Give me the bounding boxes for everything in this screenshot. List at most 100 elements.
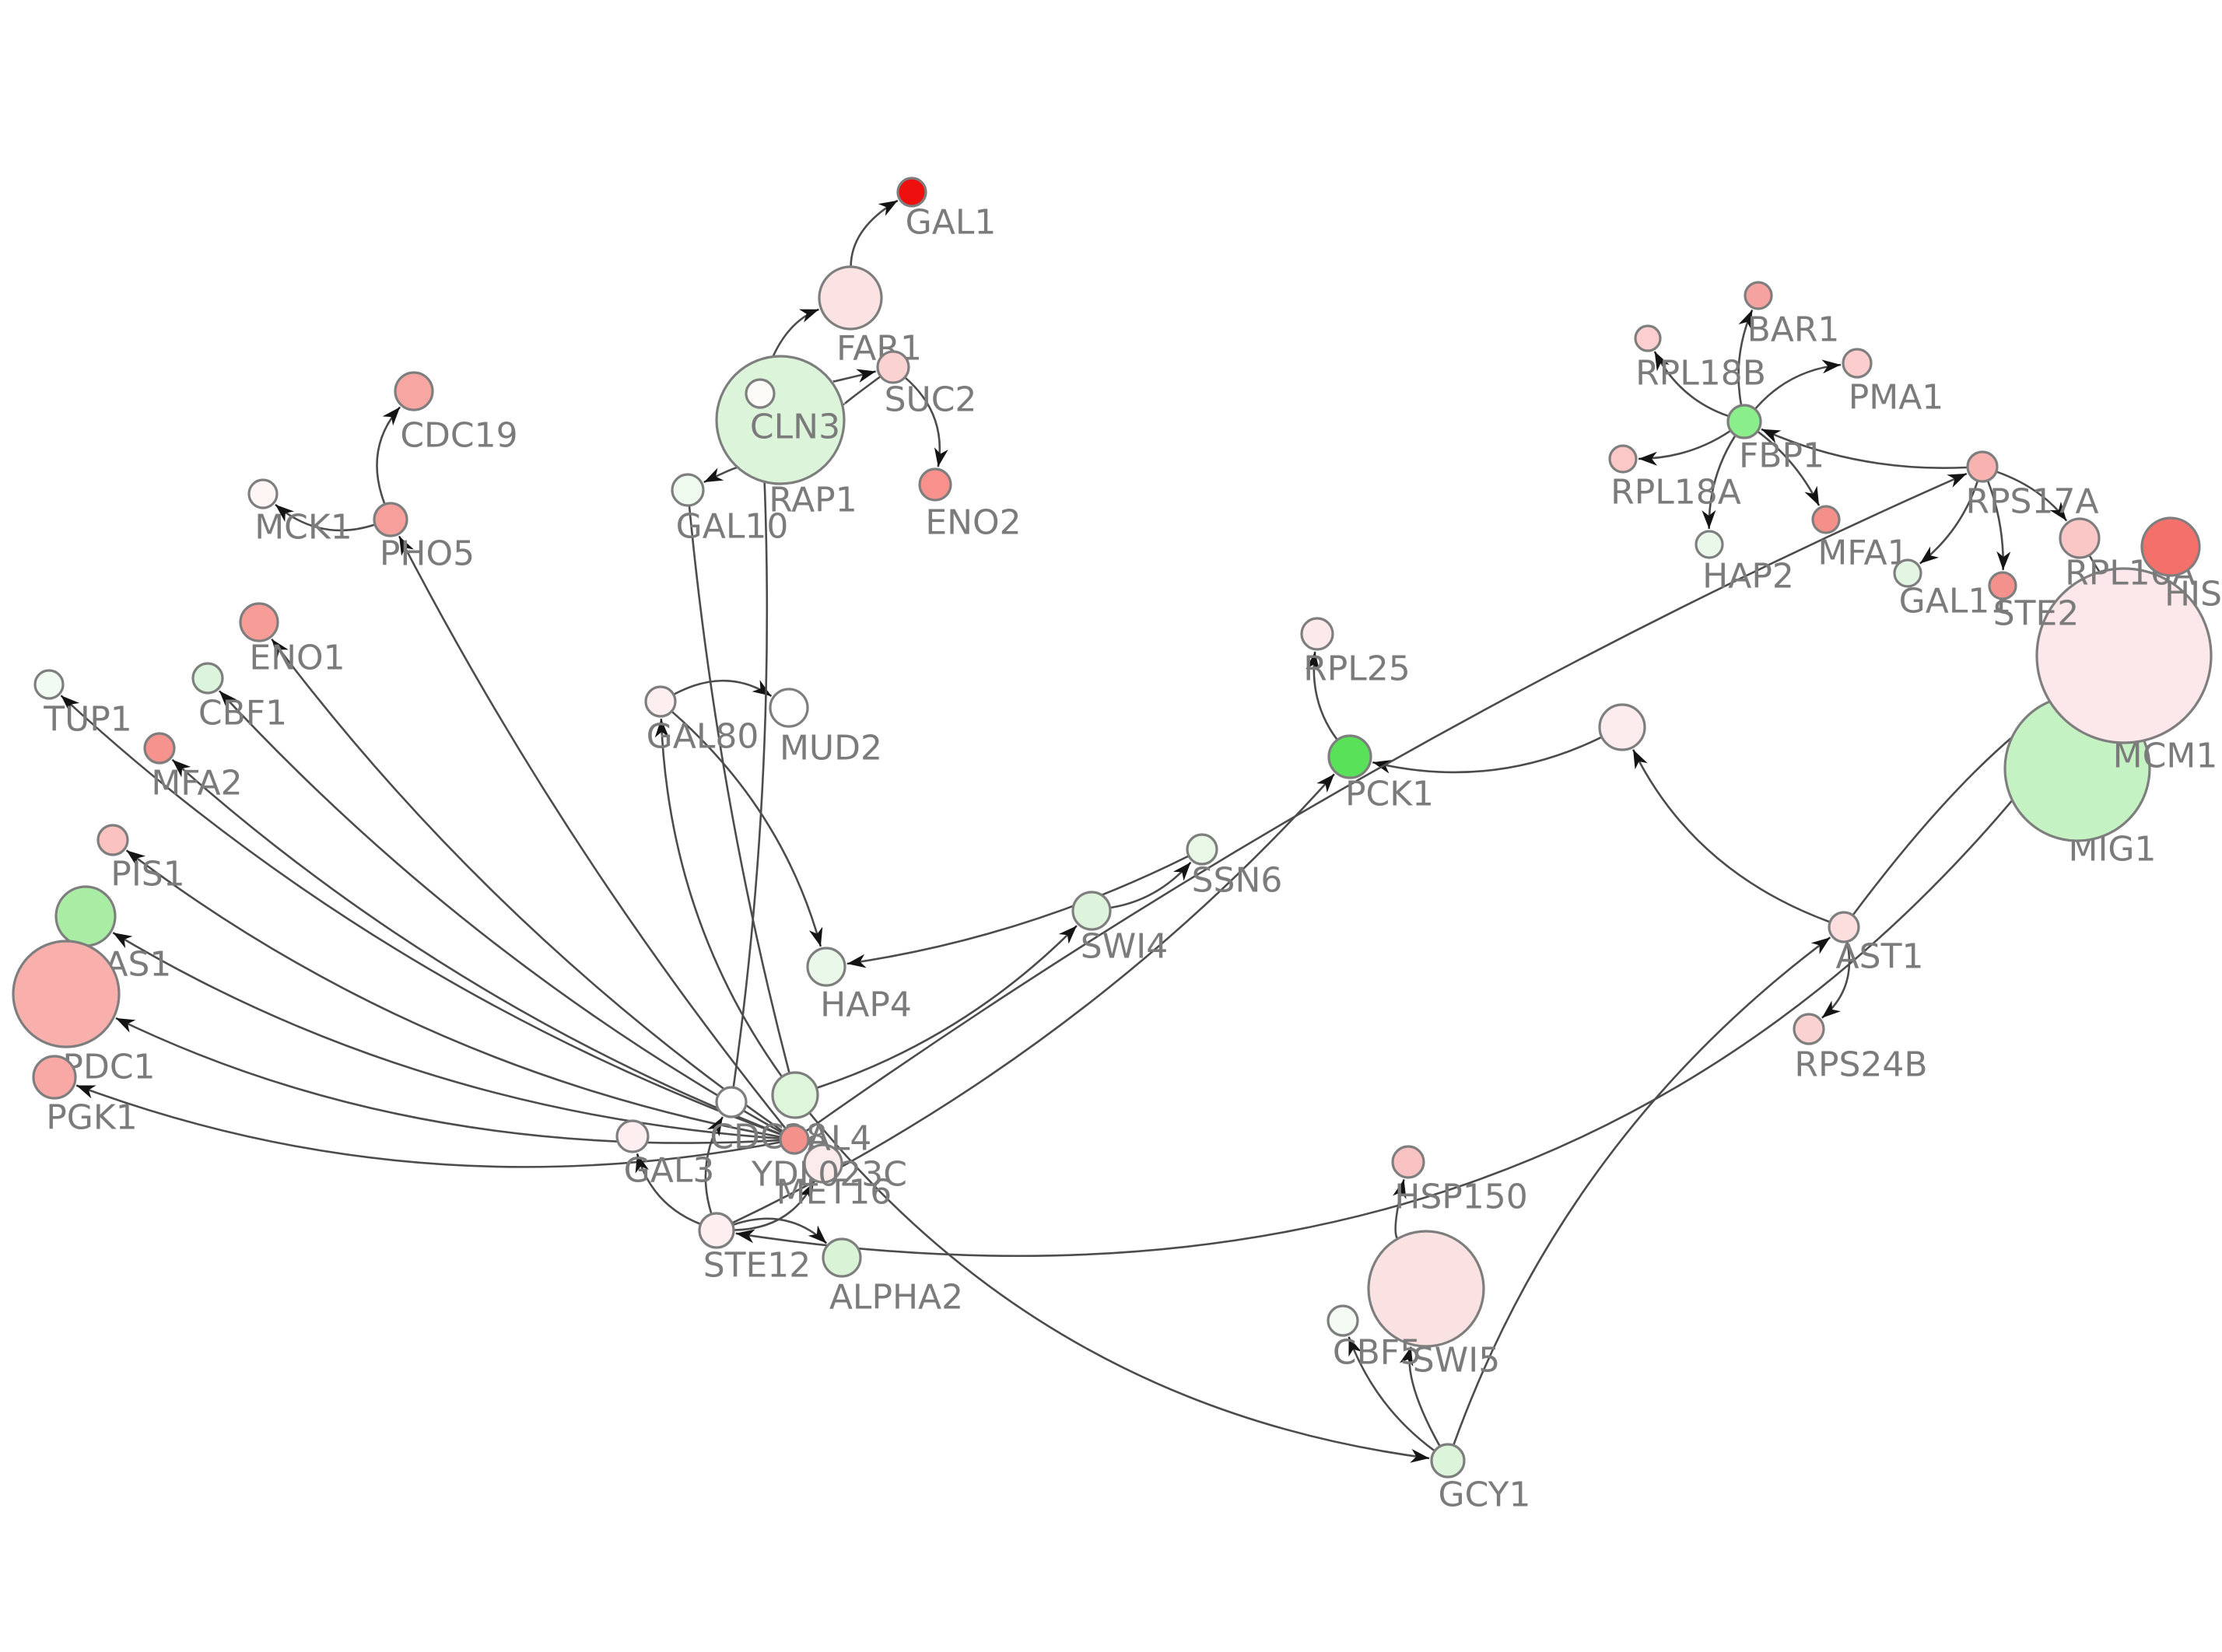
edge-SUC2-RAP1[interactable] (825, 376, 881, 416)
node-PDC1[interactable] (12, 940, 121, 1048)
node-STE2[interactable] (1988, 571, 2017, 600)
edge-GAL80-MUD2[interactable] (673, 679, 773, 698)
edge-PHO5-CDC19[interactable] (376, 406, 401, 504)
node-CDC28[interactable] (715, 1086, 748, 1118)
edge-FBP1-BAR1[interactable] (1737, 309, 1754, 405)
node-RPL16A[interactable] (2059, 517, 2101, 559)
node-PMA1[interactable] (1842, 348, 1873, 379)
node-CLN3[interactable] (745, 378, 776, 409)
edge-SUC2-ENO2[interactable] (904, 376, 948, 467)
edge-YDL023C-PHO5[interactable] (398, 535, 787, 1129)
edge-YDL023C-MFA2[interactable] (171, 758, 781, 1136)
edge-AST1-RPS24B[interactable] (1821, 942, 1851, 1019)
node-CDC19[interactable] (394, 371, 434, 411)
edge-FBP1-RPL18B[interactable] (1653, 351, 1729, 418)
node-MUD2[interactable] (769, 688, 809, 728)
node-SWI5[interactable] (1367, 1230, 1485, 1348)
edge-GAL10-GAL4[interactable] (688, 506, 790, 1073)
edge-RPS17A-FBP1[interactable] (1761, 428, 1968, 470)
edge-YDL023C-TUP1[interactable] (60, 695, 781, 1136)
node-MFA1[interactable] (1811, 505, 1841, 534)
node-GAL11[interactable] (1893, 558, 1922, 588)
edge-PCK1-RPL25[interactable] (1306, 651, 1338, 740)
edge-RPS17A-RPL16A[interactable] (1996, 471, 2068, 522)
node-PHO5[interactable] (373, 502, 408, 537)
node-MFA2[interactable] (143, 732, 176, 765)
edge-RAP1-SUC2[interactable] (831, 369, 877, 383)
node-MCK1[interactable] (247, 478, 279, 509)
node-BAR1[interactable] (1744, 281, 1773, 310)
node-MCM1[interactable] (2035, 567, 2213, 744)
edge-RPS17A-STE2[interactable] (1986, 481, 2011, 571)
edge-FBP1-RPL18A[interactable] (1638, 430, 1731, 466)
node-CBF5[interactable] (1327, 1304, 1359, 1337)
edge-STE12-CDC28[interactable] (704, 1116, 724, 1214)
edge-RAP1-GAL10[interactable] (703, 466, 739, 484)
edge-YDL023C-PDC1[interactable] (115, 1017, 780, 1144)
node-ENO1[interactable] (239, 602, 279, 642)
edge-FBP1-PMA1[interactable] (1754, 359, 1842, 410)
edge-YDL023C-PIS1[interactable] (125, 849, 780, 1138)
edge-AST1-NODE1[interactable] (1631, 749, 1830, 923)
node-NODE1[interactable] (1598, 703, 1646, 751)
node-ALPHA2[interactable] (822, 1237, 862, 1278)
edge-GCY1-AST1[interactable] (1453, 936, 1831, 1445)
node-RAS1[interactable] (54, 885, 117, 947)
node-PGK1[interactable] (32, 1055, 77, 1100)
node-SSN6[interactable] (1186, 833, 1218, 866)
edge-GCY1-CBF5[interactable] (1348, 1336, 1435, 1451)
node-GCY1[interactable] (1430, 1443, 1466, 1479)
node-GAL3[interactable] (615, 1119, 650, 1153)
node-YDL023C[interactable] (779, 1124, 810, 1155)
edge-STE12-MET16[interactable] (734, 1181, 815, 1231)
node-PIS1[interactable] (96, 824, 129, 856)
node-HIS4[interactable] (2140, 516, 2201, 577)
node-ENO2[interactable] (918, 467, 952, 502)
node-FAR1[interactable] (818, 265, 883, 331)
edge-GAL80-HAP4[interactable] (671, 711, 823, 947)
node-GAL1[interactable] (896, 177, 927, 208)
edge-SSN6-HAP4[interactable] (846, 855, 1189, 968)
node-HSP150[interactable] (1391, 1145, 1425, 1179)
node-HAP4[interactable] (806, 947, 846, 987)
edge-PHO5-MCK1[interactable] (275, 503, 375, 532)
edge-GCY1-SWI5[interactable] (1399, 1346, 1441, 1447)
node-RPL25[interactable] (1300, 617, 1334, 651)
node-STE12[interactable] (698, 1212, 735, 1249)
node-SUC2[interactable] (876, 350, 910, 384)
node-SWI4[interactable] (1071, 891, 1112, 931)
node-RPL18B[interactable] (1634, 324, 1662, 352)
edge-FAR1-GAL1[interactable] (850, 199, 899, 267)
node-RPS17A[interactable] (1966, 450, 1999, 483)
node-TUP1[interactable] (33, 669, 65, 700)
edge-MCM1-STE12[interactable] (735, 725, 2073, 1258)
edge-GAL4-GCY1[interactable] (808, 1112, 1430, 1463)
node-AST1[interactable] (1828, 911, 1860, 943)
edge-SWI4-SSN6[interactable] (1110, 861, 1192, 909)
edge-GAL4-GAL80[interactable] (654, 718, 783, 1077)
edge-CLN3-CDC28[interactable] (732, 408, 769, 1087)
node-FBP1[interactable] (1726, 404, 1762, 439)
edge-YDL023C-RPS17A[interactable] (805, 472, 1968, 1132)
edge-SWI5-HSP150[interactable] (1393, 1178, 1407, 1239)
node-RPL18A[interactable] (1608, 444, 1638, 474)
node-MET16[interactable] (803, 1143, 843, 1184)
node-CBF1[interactable] (191, 662, 224, 695)
edge-STE12-ALPHA2[interactable] (733, 1217, 828, 1244)
edge-YDL023C-ENO1[interactable] (271, 638, 783, 1132)
node-GAL10[interactable] (671, 473, 705, 507)
edge-GAL4-SWI4[interactable] (817, 925, 1078, 1089)
edge-YDL023C-CBF1[interactable] (218, 690, 783, 1133)
edge-NODE1-PCK1[interactable] (1372, 736, 1602, 774)
node-RPS24B[interactable] (1793, 1013, 1825, 1045)
node-GAL4[interactable] (771, 1071, 819, 1119)
node-HAP2[interactable] (1695, 530, 1724, 559)
edge-STE12-GAL3[interactable] (635, 1153, 701, 1225)
edge-RPS17A-GAL11[interactable] (1919, 481, 1978, 565)
edge-YDL023C-PGK1[interactable] (75, 1084, 780, 1168)
edge-FBP1-HAP2[interactable] (1702, 435, 1737, 530)
edge-YDL023C-RAS1[interactable] (112, 931, 780, 1139)
edge-FBP1-MFA1[interactable] (1757, 431, 1821, 506)
node-PCK1[interactable] (1327, 734, 1372, 779)
node-GAL80[interactable] (644, 685, 677, 718)
